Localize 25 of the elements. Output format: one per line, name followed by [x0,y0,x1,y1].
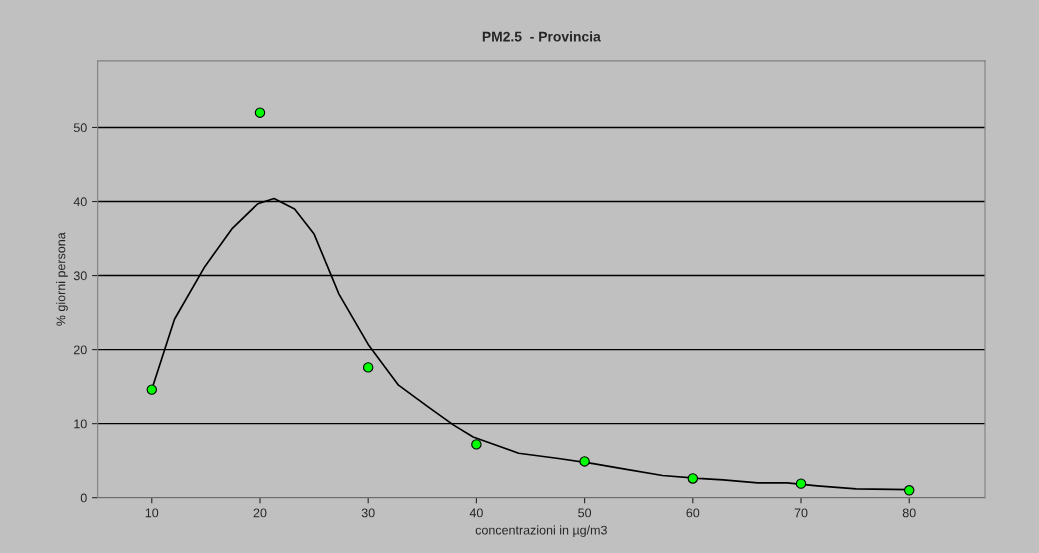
point [362,362,374,373]
y-tick-label: 0 [80,493,87,503]
chart-title: PM2.5 - Provincia [482,31,601,42]
point [146,384,157,395]
point [254,107,266,118]
x-tick-label: 20 [253,508,267,518]
point [471,439,482,450]
point [904,485,915,496]
point [579,456,590,467]
x-tick-label: 30 [361,508,375,518]
y-tick-label: 30 [73,271,87,281]
y-tick-label: 50 [73,123,87,133]
x-tick-label: 50 [578,508,592,518]
x-tick-label: 10 [145,508,159,518]
y-tick-label: 40 [73,197,87,207]
y-tick-label: 20 [73,345,87,355]
x-tick-label: 60 [686,508,700,518]
x-tick-label: 80 [902,508,916,518]
point [795,478,807,489]
x-axis-title: concentrazioni in µg/m3 [475,525,607,537]
x-tick-label: 70 [794,508,808,518]
y-axis-title: % giorni persona [56,232,68,326]
y-tick-label: 10 [74,419,87,429]
x-tick-label: 40 [469,508,483,518]
point [687,473,699,484]
